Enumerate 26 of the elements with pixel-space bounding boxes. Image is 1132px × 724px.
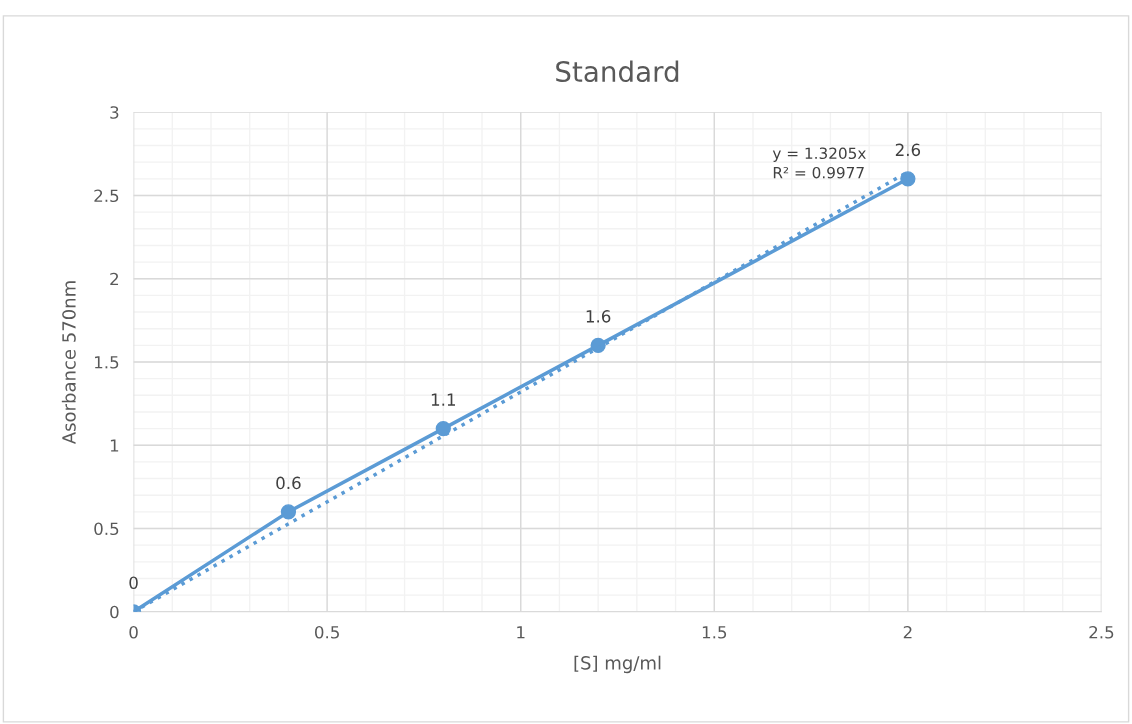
x-tick-label: 2.5: [1089, 625, 1114, 639]
x-axis-title: [S] mg/ml: [574, 655, 661, 674]
x-tick-label: 0: [129, 625, 138, 639]
x-tick-label: 1.5: [702, 626, 727, 639]
y-tick-label: 2: [110, 272, 119, 286]
y-axis-title: Asorbance 570nm: [61, 281, 76, 445]
data-label: 1.1: [431, 393, 456, 406]
chart-title: Standard: [556, 60, 679, 83]
y-tick-label: 2.5: [94, 189, 119, 203]
data-label: 0: [129, 576, 138, 590]
point: [590, 337, 606, 353]
y-tick-label: 0: [110, 605, 119, 619]
y-tick-label: 0.5: [94, 522, 119, 536]
point: [280, 504, 297, 520]
data-label: 2.6: [895, 143, 921, 157]
data-label: 1.6: [586, 310, 611, 323]
point: [900, 171, 916, 187]
y-tick-label: 1: [110, 439, 119, 452]
x-tick-label: 0.5: [314, 625, 339, 639]
y-tick-label: 3: [110, 106, 119, 119]
point: [435, 420, 451, 437]
data-label: 0.6: [276, 476, 301, 490]
x-tick-label: 1: [517, 626, 525, 639]
x-tick-label: 2: [903, 625, 912, 639]
annotation: y = 1.3205x R² = 0.9977: [772, 147, 866, 179]
y-tick-label: 1.5: [95, 356, 119, 369]
